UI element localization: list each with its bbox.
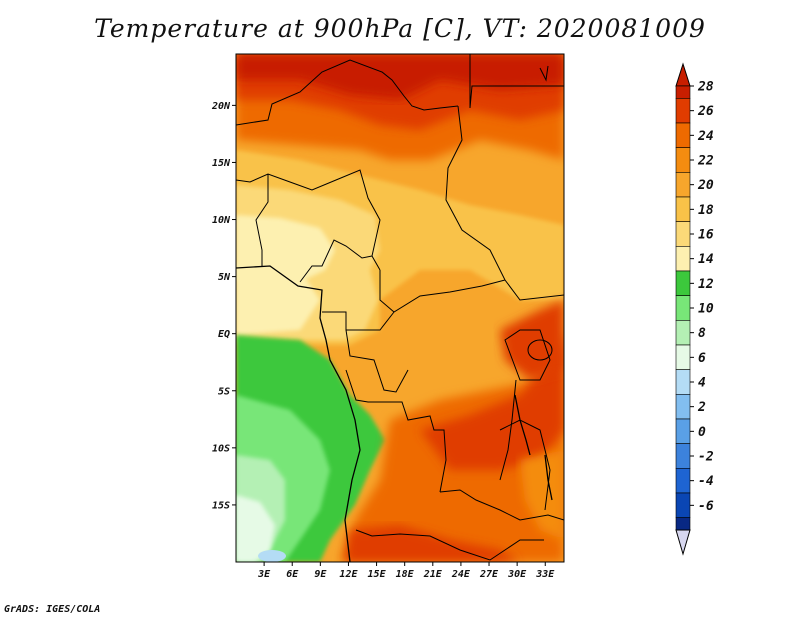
colorbar-label: -2 bbox=[698, 450, 714, 465]
colorbar-label: 18 bbox=[698, 203, 714, 218]
colorbar-label: 24 bbox=[697, 129, 714, 144]
colorbar-swatch bbox=[675, 394, 691, 420]
x-tick-label: 15E bbox=[368, 569, 387, 580]
colorbar-swatch bbox=[675, 344, 691, 370]
field-band-26-south bbox=[420, 330, 564, 470]
border-line bbox=[504, 329, 551, 381]
border-line bbox=[299, 239, 373, 283]
x-tick-label: 24E bbox=[451, 569, 471, 580]
colorbar-label: 20 bbox=[697, 178, 714, 193]
colorbar-swatch bbox=[675, 295, 691, 321]
colorbar-swatch bbox=[675, 221, 691, 247]
colorbar-swatch bbox=[675, 270, 691, 296]
colorbar-under-triangle bbox=[675, 529, 691, 556]
border-line bbox=[355, 529, 544, 561]
colorbar-label: -6 bbox=[698, 499, 714, 514]
country-borders bbox=[236, 54, 564, 562]
colorbar-label: -4 bbox=[698, 474, 714, 489]
x-tick-label: 30E bbox=[507, 569, 527, 580]
field-band-26-east bbox=[500, 300, 564, 380]
colorbar-swatch bbox=[675, 369, 691, 395]
border-line bbox=[469, 54, 564, 109]
coastline bbox=[539, 65, 549, 82]
border-line bbox=[445, 105, 564, 301]
colorbar-swatch bbox=[675, 122, 691, 148]
border-line bbox=[499, 379, 517, 481]
lake-malawi bbox=[544, 454, 553, 501]
field-band-16 bbox=[236, 215, 335, 282]
x-tick-label: 3E bbox=[257, 569, 271, 580]
lake-tanganyika bbox=[514, 394, 531, 456]
colorbar-swatch bbox=[675, 468, 691, 494]
colorbar-label: 0 bbox=[698, 425, 706, 440]
x-axis: 3E 6E 9E 12E 15E 18E 21E 24E 27E 30E 33E bbox=[257, 562, 555, 580]
x-tick-label: 33E bbox=[535, 569, 555, 580]
x-tick-label: 18E bbox=[396, 569, 415, 580]
colorbar-label: 28 bbox=[697, 80, 714, 95]
colorbar-label: 6 bbox=[698, 351, 706, 366]
y-tick-label: 10S bbox=[212, 443, 230, 454]
x-tick-label: 9E bbox=[314, 569, 327, 580]
colorbar-swatch bbox=[675, 418, 691, 444]
field-band-16b bbox=[236, 265, 320, 335]
y-tick-label: 15S bbox=[212, 500, 230, 511]
colorbar-label: 22 bbox=[697, 154, 714, 169]
x-tick-label: 27E bbox=[479, 569, 499, 580]
colorbar-label: 4 bbox=[698, 376, 706, 391]
map-frame bbox=[235, 53, 565, 563]
x-tick-label: 12E bbox=[339, 569, 358, 580]
x-tick-label: 6E bbox=[286, 569, 299, 580]
credit-text: GrADS: IGES/COLA bbox=[4, 604, 101, 615]
colorbar-swatch bbox=[675, 196, 691, 222]
colorbar-swatch bbox=[675, 443, 691, 469]
y-tick-label: 5S bbox=[218, 386, 230, 397]
border-line bbox=[255, 174, 269, 266]
y-axis: 20N 15N 10N 5N EQ 5S 10S 15S bbox=[211, 101, 236, 511]
colorbar-swatch bbox=[675, 98, 691, 124]
coastline bbox=[236, 265, 361, 562]
field-cold-spot bbox=[258, 550, 286, 562]
field-band-26-southwest bbox=[345, 525, 520, 562]
y-tick-label: 5N bbox=[218, 272, 231, 283]
colorbar-label: 12 bbox=[698, 277, 714, 292]
border-line bbox=[345, 369, 447, 493]
y-tick-label: 15N bbox=[212, 158, 231, 169]
map-title: Temperature at 900hPa [C], VT: 202008100… bbox=[94, 14, 706, 43]
colorbar-over-triangle bbox=[675, 62, 691, 87]
colorbar-swatch bbox=[675, 246, 691, 272]
y-tick-label: EQ bbox=[218, 329, 230, 340]
border-line bbox=[439, 489, 564, 521]
colorbar-swatch bbox=[675, 172, 691, 198]
border-line bbox=[236, 169, 381, 271]
colorbar-swatch bbox=[675, 517, 691, 531]
colorbar-label: 10 bbox=[698, 302, 714, 317]
colorbar-label: 14 bbox=[698, 252, 714, 267]
colorbar-label: 16 bbox=[698, 228, 714, 243]
field-band-8 bbox=[236, 495, 275, 562]
colorbar-swatch bbox=[675, 147, 691, 173]
colorbar-label: 26 bbox=[697, 104, 714, 119]
y-tick-label: 20N bbox=[211, 101, 231, 112]
lake-victoria bbox=[527, 339, 553, 361]
colorbar-swatch bbox=[675, 320, 691, 346]
field-band-22-southeast bbox=[520, 450, 564, 540]
colorbar-label: 8 bbox=[698, 326, 706, 341]
x-tick-label: 21E bbox=[423, 569, 443, 580]
y-tick-label: 10N bbox=[212, 215, 231, 226]
field-band-28-north bbox=[236, 54, 564, 100]
colorbar-label: 2 bbox=[697, 400, 706, 415]
border-line bbox=[345, 329, 409, 393]
colorbar-swatch bbox=[675, 492, 691, 518]
border-line bbox=[236, 59, 459, 126]
border-line bbox=[379, 270, 506, 313]
colorbar-swatch bbox=[675, 85, 691, 99]
